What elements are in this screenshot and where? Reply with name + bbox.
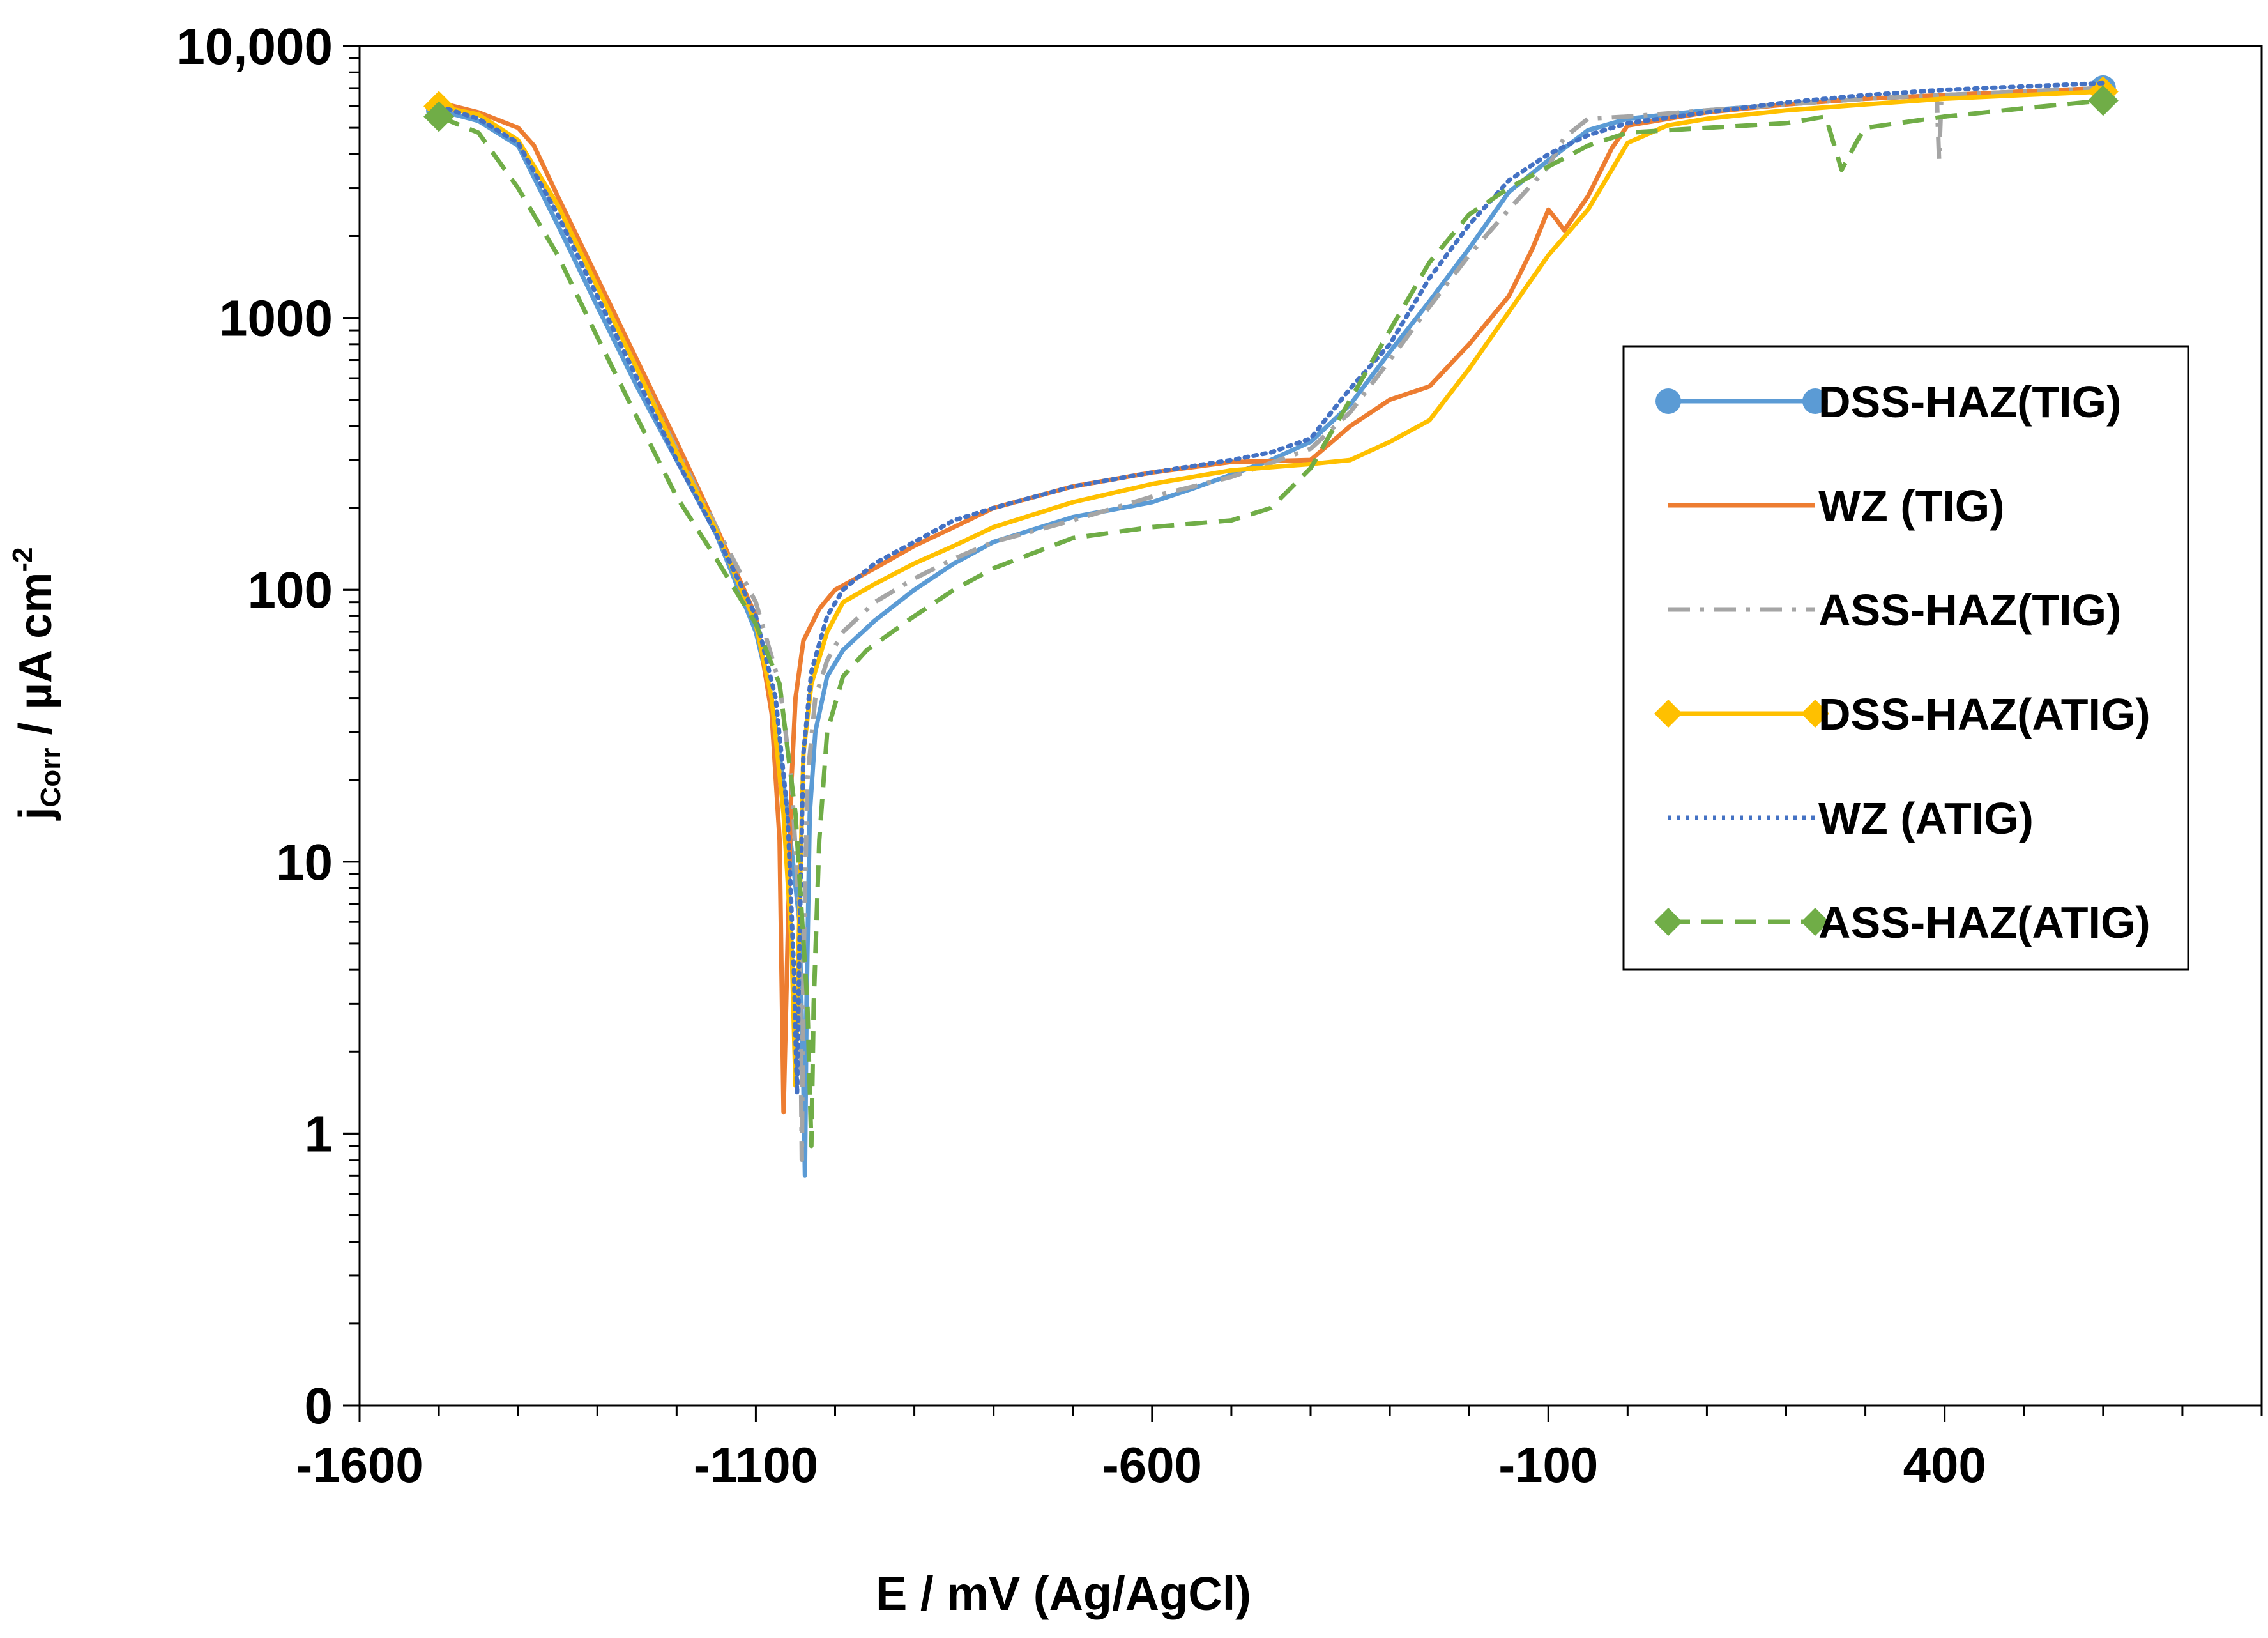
series-lines bbox=[423, 75, 2119, 1178]
y-axis-title-main: j bbox=[10, 807, 61, 821]
legend-item: ASS-HAZ(ATIG) bbox=[1654, 898, 2150, 947]
series-wz-atig- bbox=[436, 80, 2106, 1096]
legend-item: ASS-HAZ(TIG) bbox=[1668, 585, 2121, 635]
legend-item: WZ (TIG) bbox=[1668, 481, 2005, 531]
series-line bbox=[436, 80, 2106, 1096]
series-marker bbox=[2087, 85, 2119, 116]
legend-label: DSS-HAZ(ATIG) bbox=[1818, 689, 2150, 739]
legend-label: DSS-HAZ(TIG) bbox=[1818, 377, 2121, 427]
tick-labels: -1600 -1100 -600 -100 400 0 1 10 100 1000 10,000 bbox=[176, 18, 1986, 1493]
y-axis-title-rest: / µA cm bbox=[10, 572, 61, 748]
legend-swatch-marker bbox=[1801, 908, 1829, 936]
y-axis-title-sub: Corr bbox=[35, 748, 66, 808]
x-tick-label: -100 bbox=[1498, 1437, 1598, 1493]
legend-swatch-marker bbox=[1802, 388, 1828, 414]
legend-item: DSS-HAZ(TIG) bbox=[1655, 377, 2121, 427]
y-tick-label: 10 bbox=[276, 834, 333, 891]
series-marker bbox=[423, 101, 455, 132]
y-tick-label: 1000 bbox=[219, 290, 333, 347]
legend-label: ASS-HAZ(ATIG) bbox=[1818, 898, 2150, 947]
legend-item: WZ (ATIG) bbox=[1668, 793, 2034, 843]
series-line bbox=[438, 98, 2104, 1149]
legend-swatch-marker bbox=[1801, 700, 1829, 728]
x-tick-label: -1600 bbox=[296, 1437, 423, 1493]
x-axis-title: E / mV (Ag/AgCl) bbox=[876, 1567, 1251, 1620]
y-tick-label: 0 bbox=[305, 1377, 333, 1434]
y-axis-title-sup: -2 bbox=[7, 547, 38, 572]
x-tick-label: 400 bbox=[1903, 1437, 1986, 1493]
legend-box bbox=[1622, 345, 2189, 971]
legend-label: ASS-HAZ(TIG) bbox=[1818, 585, 2121, 635]
y-tick-label: 100 bbox=[248, 562, 333, 618]
legend-swatch-marker bbox=[1654, 700, 1682, 728]
y-axis-title: jCorr / µA cm-2 bbox=[7, 547, 66, 822]
y-tick-label: 1 bbox=[305, 1105, 333, 1162]
x-tick-label: -600 bbox=[1102, 1437, 1202, 1493]
axes bbox=[343, 45, 2263, 1422]
legend-label: WZ (TIG) bbox=[1818, 481, 2005, 531]
legend: DSS-HAZ(TIG) WZ (TIG) ASS-HAZ(TIG) DSS-HAZ(… bbox=[1622, 345, 2189, 971]
legend-label: WZ (ATIG) bbox=[1818, 793, 2034, 843]
legend-item: DSS-HAZ(ATIG) bbox=[1654, 689, 2150, 739]
x-tick-label: -1100 bbox=[694, 1437, 818, 1493]
series-ass-haz-atig- bbox=[423, 85, 2119, 1149]
y-tick-label: 10,000 bbox=[176, 18, 333, 75]
legend-swatch-marker bbox=[1654, 908, 1682, 936]
legend-swatch-marker bbox=[1655, 388, 1681, 414]
